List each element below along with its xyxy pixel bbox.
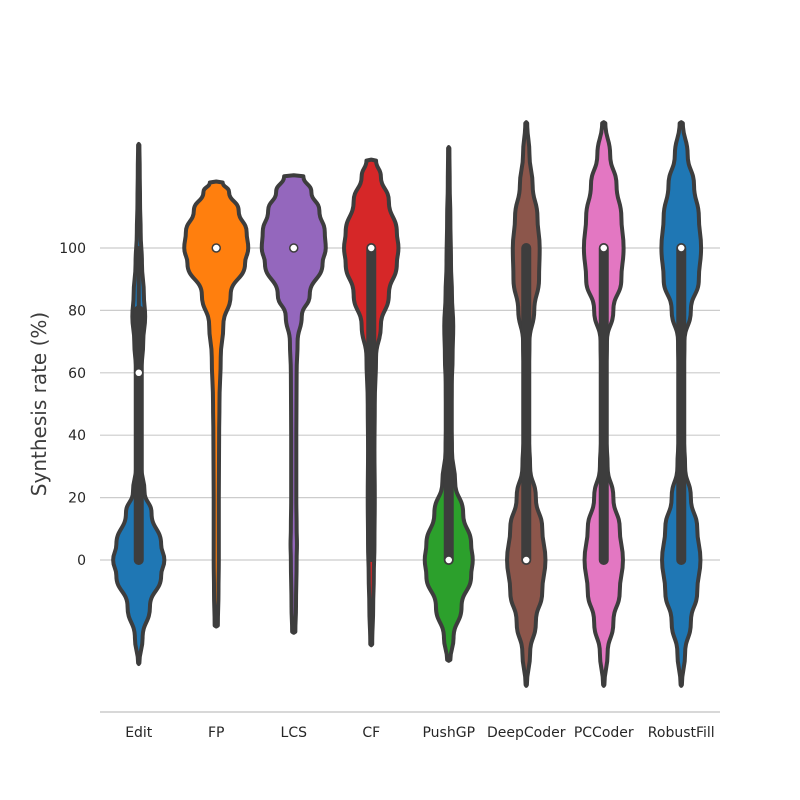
y-tick-labels: 0 20 40 60 80 100	[59, 241, 86, 569]
violin-median	[521, 555, 531, 565]
violin-cf	[342, 157, 401, 648]
violin-pccoder	[581, 120, 626, 688]
violin-median	[676, 243, 686, 253]
violin-deepcoder	[505, 120, 548, 688]
violin-median	[366, 243, 376, 253]
x-tick-label: DeepCoder	[487, 725, 566, 741]
x-tick-label: LCS	[281, 725, 308, 741]
y-tick-label: 0	[77, 553, 86, 569]
x-tick-labels: Edit FP LCS CF PushGP DeepCoder PCCoder RobustF…	[125, 725, 715, 741]
x-tick-label: PushGP	[422, 725, 475, 741]
x-tick-label: RobustFill	[648, 725, 715, 741]
x-tick-label: FP	[208, 725, 225, 741]
violin-edit	[111, 142, 167, 666]
y-tick-label: 80	[68, 303, 86, 319]
x-tick-label: PCCoder	[574, 725, 634, 741]
y-tick-label: 60	[68, 366, 86, 382]
violin-median	[211, 243, 221, 253]
violin-body	[259, 173, 328, 635]
violin-pushgp	[422, 145, 475, 663]
x-tick-label: CF	[362, 725, 380, 741]
y-axis-title: Synthesis rate (%)	[27, 312, 51, 496]
violins	[111, 120, 704, 688]
violin-median	[444, 555, 454, 565]
violin-robustfill	[659, 120, 704, 688]
x-tick-label: Edit	[125, 725, 153, 741]
violin-lcs	[259, 173, 328, 635]
violin-median	[134, 368, 144, 378]
y-tick-label: 40	[68, 428, 86, 444]
gridlines	[100, 247, 720, 561]
violin-fp	[182, 179, 251, 629]
y-tick-label: 100	[59, 241, 86, 257]
violin-body	[182, 179, 251, 629]
violin-median	[289, 243, 299, 253]
y-tick-label: 20	[68, 491, 86, 507]
violin-median	[599, 243, 609, 253]
